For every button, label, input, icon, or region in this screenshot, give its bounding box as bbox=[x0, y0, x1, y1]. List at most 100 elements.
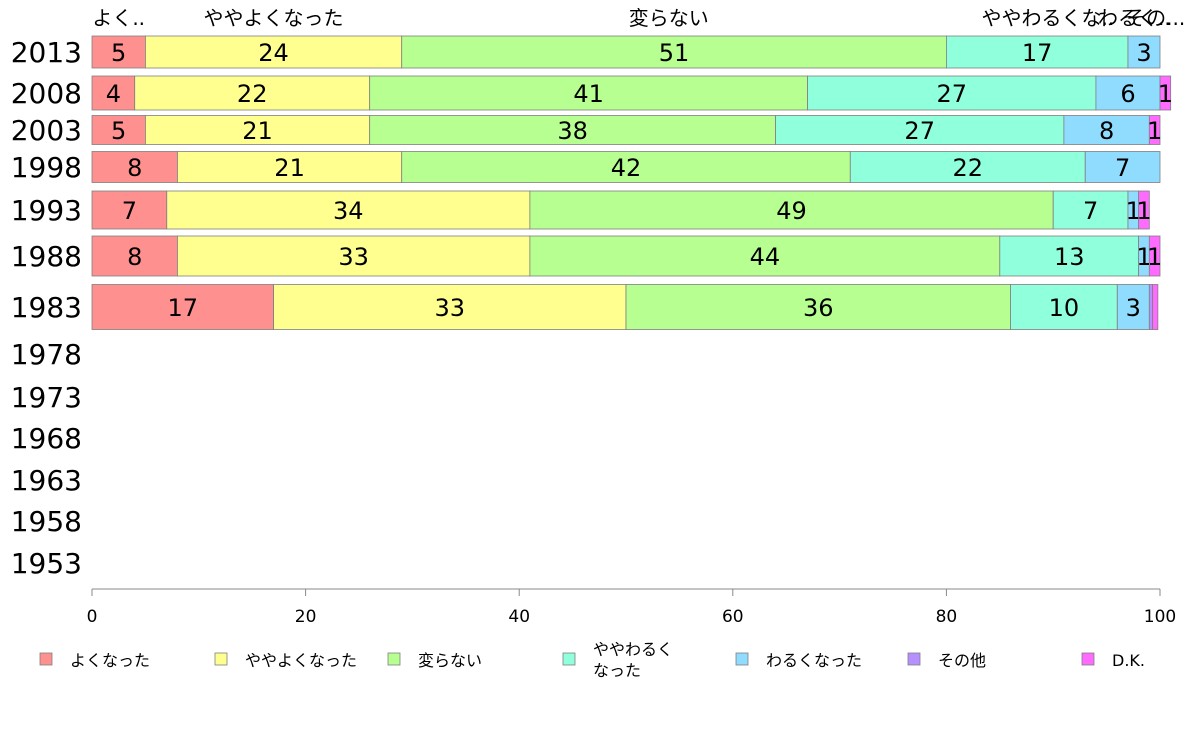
bar-value-label: 33 bbox=[338, 243, 369, 271]
legend-label-line: 変らない bbox=[418, 651, 482, 670]
bar-value-label: 8 bbox=[1099, 117, 1114, 145]
year-label-1953: 1953 bbox=[11, 547, 82, 580]
x-tick-label-60: 60 bbox=[722, 607, 744, 627]
bar-2003-s1 bbox=[144, 115, 371, 145]
bar-value-label: 10 bbox=[1049, 294, 1080, 322]
legend-swatch-4 bbox=[735, 652, 749, 666]
bar-1998-s1 bbox=[177, 151, 403, 183]
bar-1988-s0 bbox=[91, 235, 178, 277]
bar-2003-s0 bbox=[91, 115, 146, 145]
year-label-2008: 2008 bbox=[11, 77, 82, 110]
bar-value-label: 27 bbox=[904, 117, 935, 145]
legend-label-line: わるくなった bbox=[766, 651, 862, 670]
bar-value-label: 3 bbox=[1126, 294, 1141, 322]
year-label-1978: 1978 bbox=[11, 338, 82, 371]
legend-label-line: ややわるく bbox=[593, 640, 673, 659]
bar-value-label: 7 bbox=[122, 197, 137, 225]
bar-value-label: 21 bbox=[242, 117, 273, 145]
bar-2008-s0 bbox=[91, 75, 136, 111]
bar-2008-s6 bbox=[1159, 75, 1172, 111]
year-label-2003: 2003 bbox=[11, 114, 82, 147]
bar-value-label: 49 bbox=[776, 197, 807, 225]
bar-1988-s3 bbox=[999, 235, 1140, 277]
bar-value-label: 8 bbox=[127, 243, 142, 271]
bar-value-label: 7 bbox=[1083, 197, 1098, 225]
legend-label-2: 変らない bbox=[418, 651, 482, 670]
bar-1983-s4 bbox=[1116, 284, 1150, 330]
legend-label-line: なった bbox=[593, 661, 641, 680]
bar-1993-s2 bbox=[529, 190, 1054, 230]
bar-1983-s3 bbox=[1010, 284, 1118, 330]
bar-value-label: 17 bbox=[1022, 39, 1053, 67]
bar-value-label: 24 bbox=[258, 39, 289, 67]
bar-1988-s1 bbox=[177, 235, 531, 277]
top-category-label: 変らない bbox=[629, 6, 709, 30]
bar-1983-s5 bbox=[1148, 284, 1153, 330]
bar-value-label: 33 bbox=[435, 294, 466, 322]
bar-value-label: 27 bbox=[936, 80, 967, 108]
bar-value-label: 3 bbox=[1136, 39, 1151, 67]
legend-label-6: D.K. bbox=[1112, 651, 1145, 670]
top-category-label: ややわるくな.. bbox=[982, 6, 1115, 30]
bar-1983-s0 bbox=[91, 284, 274, 330]
bar-value-label: 13 bbox=[1054, 243, 1085, 271]
legend-label-0: よくなった bbox=[70, 651, 150, 670]
legend-swatch-3 bbox=[562, 652, 576, 666]
bar-2003-s2 bbox=[369, 115, 776, 145]
bar-2008-s2 bbox=[369, 75, 808, 111]
legend-swatch-2 bbox=[387, 652, 401, 666]
bar-2008-s1 bbox=[134, 75, 371, 111]
bar-value-label: 42 bbox=[611, 154, 642, 182]
bar-value-label: 34 bbox=[333, 197, 364, 225]
legend-label-line: ややよくなった bbox=[245, 651, 357, 670]
bar-2003-s4 bbox=[1063, 115, 1150, 145]
bar-2013-s3 bbox=[946, 35, 1129, 69]
bar-value-label: 4 bbox=[106, 80, 121, 108]
bar-value-label: 22 bbox=[952, 154, 983, 182]
bar-value-label: 22 bbox=[237, 80, 268, 108]
bar-value-label: 21 bbox=[274, 154, 305, 182]
top-category-label: わるく.. bbox=[1098, 6, 1171, 30]
bar-value-label: 1 bbox=[1147, 117, 1162, 145]
legend-label-4: わるくなった bbox=[766, 651, 862, 670]
bar-value-label: 1 bbox=[1147, 243, 1162, 271]
bar-1993-s3 bbox=[1052, 190, 1129, 230]
bar-1998-s0 bbox=[91, 151, 178, 183]
bar-value-label: 41 bbox=[573, 80, 604, 108]
bar-value-label: 51 bbox=[659, 39, 690, 67]
bar-value-label: 1 bbox=[1136, 197, 1151, 225]
bar-2008-s4 bbox=[1095, 75, 1161, 111]
bar-2013-s4 bbox=[1127, 35, 1161, 69]
legend-swatch-1 bbox=[214, 652, 228, 666]
bar-value-label: 1 bbox=[1126, 197, 1141, 225]
bar-value-label: 1 bbox=[1158, 80, 1173, 108]
legend-label-line: その他 bbox=[938, 651, 986, 670]
bar-value-label: 36 bbox=[803, 294, 834, 322]
legend-label-3: ややわるくなった bbox=[593, 640, 673, 680]
bar-2013-s1 bbox=[144, 35, 403, 69]
year-label-1988: 1988 bbox=[11, 240, 82, 273]
bar-2003-s3 bbox=[775, 115, 1065, 145]
year-label-1998: 1998 bbox=[11, 151, 82, 184]
year-label-1983: 1983 bbox=[11, 291, 82, 324]
bar-1993-s1 bbox=[166, 190, 531, 230]
bar-1983-s2 bbox=[625, 284, 1011, 330]
x-tick-label-80: 80 bbox=[936, 607, 958, 627]
bar-value-label: 44 bbox=[750, 243, 781, 271]
bar-2013-s0 bbox=[91, 35, 146, 69]
top-category-label: よく.. bbox=[92, 6, 145, 30]
top-category-label: その... bbox=[1126, 6, 1185, 30]
x-tick-label-100: 100 bbox=[1144, 607, 1176, 627]
legend-swatch-0 bbox=[39, 652, 53, 666]
bar-1983-s6 bbox=[1152, 284, 1159, 330]
year-label-2013: 2013 bbox=[11, 36, 82, 69]
bar-2008-s3 bbox=[807, 75, 1097, 111]
bar-2013-s2 bbox=[401, 35, 947, 69]
bar-value-label: 5 bbox=[111, 39, 126, 67]
bar-value-label: 5 bbox=[111, 117, 126, 145]
bar-value-label: 17 bbox=[168, 294, 199, 322]
legend-label-line: D.K. bbox=[1112, 651, 1145, 670]
x-tick-label-0: 0 bbox=[87, 607, 98, 627]
year-label-1973: 1973 bbox=[11, 381, 82, 414]
bar-1998-s3 bbox=[849, 151, 1086, 183]
